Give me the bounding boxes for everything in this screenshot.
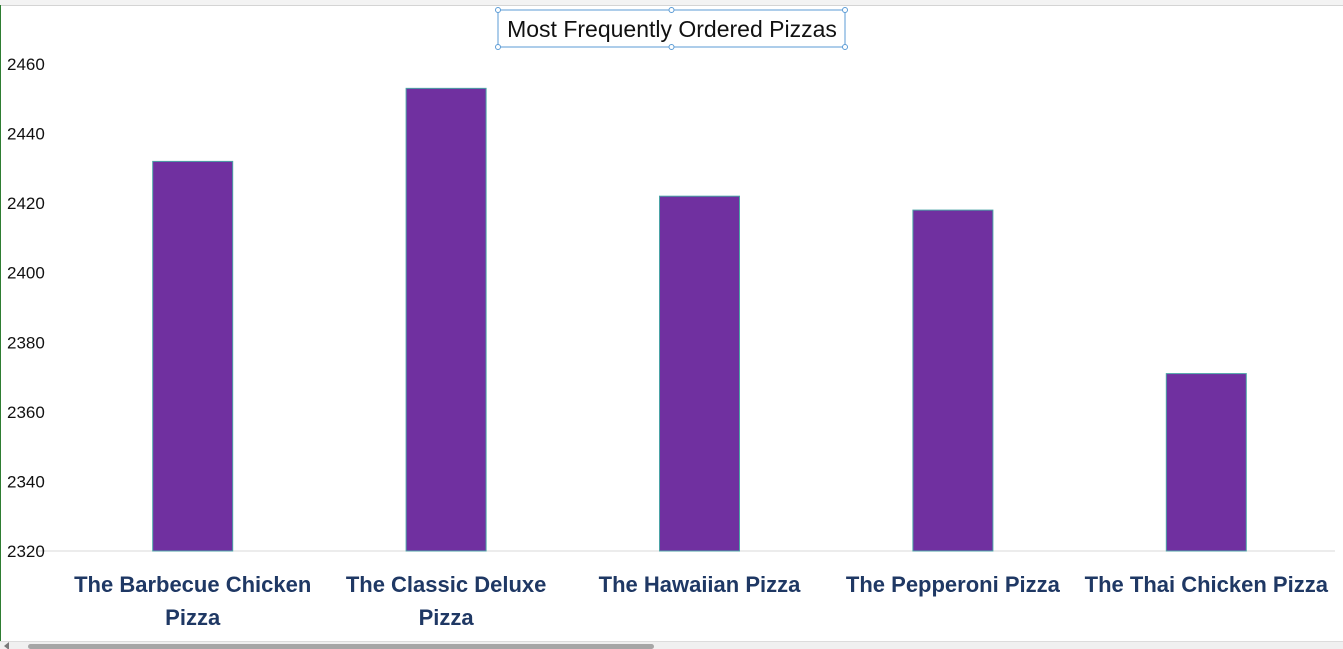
bars-group: [152, 87, 1247, 552]
title-resize-handle[interactable]: [842, 44, 848, 50]
scroll-left-arrow-icon[interactable]: [4, 642, 9, 649]
x-category-label: The Hawaiian Pizza: [599, 572, 801, 597]
x-category-label-line: The Hawaiian Pizza: [599, 572, 801, 597]
y-axis: 2320 2340 2360 2380 2400 2420 2440 2460: [7, 55, 45, 561]
title-resize-handle[interactable]: [668, 44, 675, 50]
title-resize-handle[interactable]: [495, 7, 501, 13]
column-header-strip: [0, 0, 1343, 6]
y-tick-label: 2340: [7, 472, 45, 491]
sheet-left-border: [0, 5, 1, 641]
scrollbar-thumb[interactable]: [28, 644, 654, 649]
bar[interactable]: [152, 160, 234, 552]
x-category-label: The Barbecue Chicken Pizza: [74, 572, 311, 630]
horizontal-scrollbar[interactable]: [0, 641, 1343, 649]
x-category-label-line: The Thai Chicken Pizza: [1085, 572, 1329, 597]
title-resize-handle[interactable]: [842, 7, 848, 13]
y-tick-label: 2460: [7, 55, 45, 74]
x-category-label-line: Pizza: [419, 605, 475, 630]
bar[interactable]: [659, 195, 740, 552]
bar[interactable]: [912, 209, 994, 552]
x-category-label-line: The Pepperoni Pizza: [846, 572, 1061, 597]
x-category-label: The Classic Deluxe Pizza: [346, 572, 547, 630]
bar[interactable]: [405, 87, 487, 552]
chart-title: Most Frequently Ordered Pizzas: [507, 16, 837, 42]
y-tick-label: 2400: [7, 264, 45, 283]
chart-title-box[interactable]: Most Frequently Ordered Pizzas: [495, 7, 848, 50]
y-tick-label: 2440: [7, 125, 45, 144]
x-category-label: The Thai Chicken Pizza: [1085, 572, 1329, 597]
x-category-label-line: Pizza: [165, 605, 221, 630]
title-resize-handle[interactable]: [495, 44, 501, 50]
title-resize-handle[interactable]: [668, 7, 675, 13]
x-category-label-line: The Classic Deluxe: [346, 572, 547, 597]
y-tick-label: 2380: [7, 333, 45, 352]
y-tick-label: 2320: [7, 542, 45, 561]
y-tick-label: 2360: [7, 403, 45, 422]
x-category-label-line: The Barbecue Chicken: [74, 572, 311, 597]
bar[interactable]: [1165, 373, 1247, 552]
x-category-label: The Pepperoni Pizza: [846, 572, 1061, 597]
y-tick-label: 2420: [7, 194, 45, 213]
